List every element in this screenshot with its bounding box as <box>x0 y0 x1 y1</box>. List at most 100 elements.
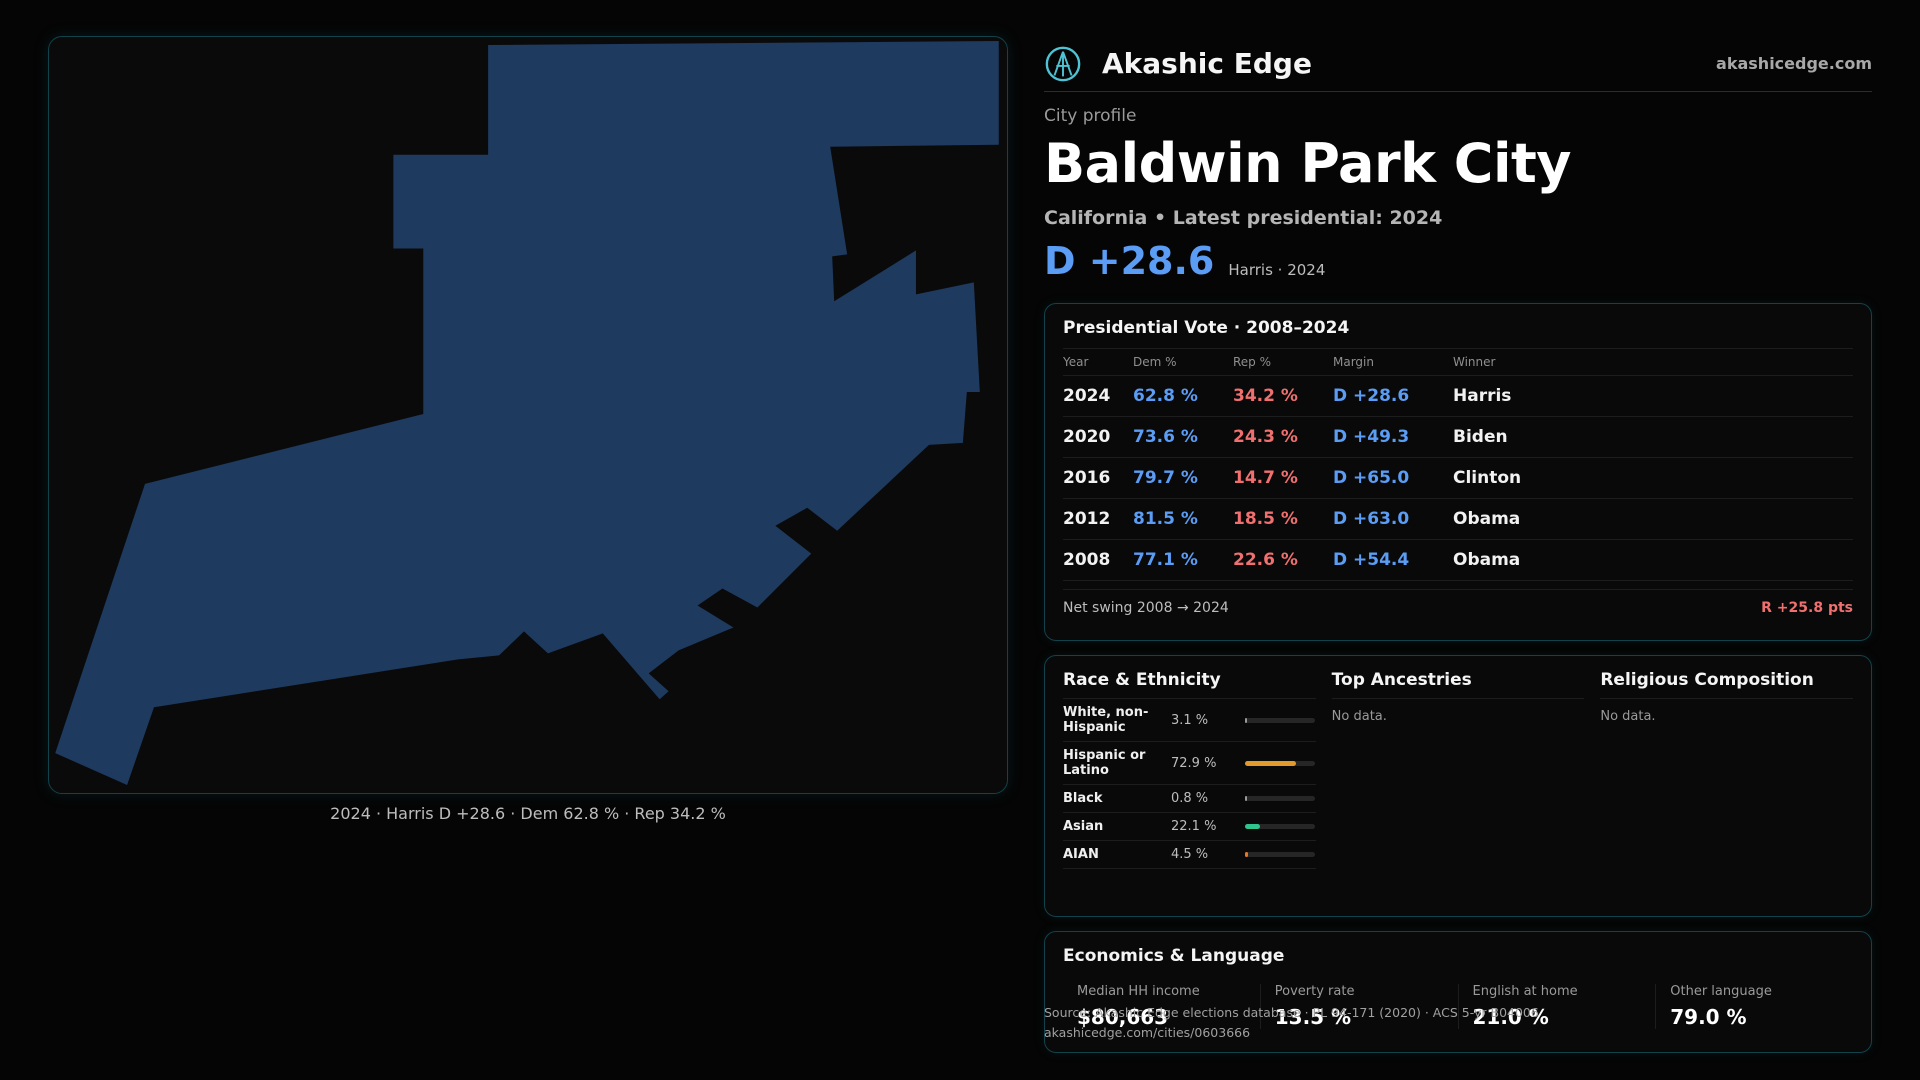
race-bar <box>1245 852 1315 857</box>
row-dem: 81.5 % <box>1133 498 1233 540</box>
row-dem: 62.8 % <box>1133 375 1233 417</box>
econ-label: Median HH income <box>1077 984 1200 999</box>
religion-section: Religious Composition No data. <box>1600 670 1854 902</box>
econ-label: Other language <box>1670 984 1772 999</box>
race-pct: 72.9 % <box>1171 755 1217 771</box>
page-title: Baldwin Park City <box>1044 132 1571 195</box>
net-swing-row: Net swing 2008 → 2024 R +25.8 pts <box>1063 589 1853 616</box>
row-year: 2016 <box>1063 457 1133 499</box>
race-pct: 0.8 % <box>1171 791 1209 806</box>
table-row: 2020 73.6 % 24.3 % D +49.3 Biden <box>1063 416 1853 458</box>
demographics-card: Race & Ethnicity White, non-Hispanic 3.1… <box>1044 655 1872 917</box>
race-bar <box>1245 760 1315 766</box>
col-dem: Dem % <box>1133 348 1233 376</box>
row-rep: 18.5 % <box>1233 498 1333 540</box>
econ-value: 21.0 % <box>1472 1005 1549 1029</box>
city-subline: California • Latest presidential: 2024 <box>1044 207 1443 229</box>
row-winner: Harris <box>1453 375 1853 417</box>
econ-label: Poverty rate <box>1274 984 1355 999</box>
swing-label: Net swing 2008 → 2024 <box>1063 600 1229 616</box>
row-year: 2008 <box>1063 539 1133 581</box>
source-line: Source: Akashic Edge elections database … <box>1044 1005 1539 1020</box>
vote-table-header: Year Dem % Rep % Margin Winner <box>1063 348 1853 376</box>
row-margin: D +54.4 <box>1333 539 1453 581</box>
econ-grid: Median HH income $80,663 Poverty rate 13… <box>1063 984 1853 1029</box>
vote-card-title: Presidential Vote · 2008–2024 <box>1063 318 1350 338</box>
religion-empty: No data. <box>1600 709 1656 724</box>
race-row: Hispanic or Latino 72.9 % <box>1063 742 1316 785</box>
row-rep: 34.2 % <box>1233 375 1333 417</box>
econ-cell-income: Median HH income $80,663 <box>1063 984 1260 1029</box>
ancestries-section: Top Ancestries No data. <box>1331 670 1585 902</box>
profile-column: Akashic Edge akashicedge.com City profil… <box>1044 36 1872 1053</box>
swing-value: R +25.8 pts <box>1761 600 1853 616</box>
row-winner: Obama <box>1453 498 1853 540</box>
race-label: Hispanic or Latino <box>1063 748 1146 778</box>
source-footer: Source: Akashic Edge elections database … <box>1044 1003 1539 1043</box>
table-row: 2016 79.7 % 14.7 % D +65.0 Clinton <box>1063 457 1853 499</box>
row-winner: Biden <box>1453 416 1853 458</box>
econ-label: English at home <box>1472 984 1578 999</box>
row-year: 2012 <box>1063 498 1133 540</box>
race-bar-fill <box>1245 852 1249 857</box>
econ-title: Economics & Language <box>1063 946 1285 966</box>
race-label: AIAN <box>1063 847 1099 862</box>
race-title: Race & Ethnicity <box>1063 670 1316 699</box>
map-caption: 2024 · Harris D +28.6 · Dem 62.8 % · Rep… <box>330 804 726 823</box>
table-row: 2024 62.8 % 34.2 % D +28.6 Harris <box>1063 375 1853 417</box>
race-row: AIAN 4.5 % <box>1063 841 1316 869</box>
margin-note: Harris · 2024 <box>1228 261 1326 279</box>
city-boundary-shape <box>55 40 999 786</box>
race-bar-fill <box>1245 760 1297 766</box>
row-margin: D +65.0 <box>1333 457 1453 499</box>
city-boundary-map <box>55 40 999 786</box>
race-row: Asian 22.1 % <box>1063 813 1316 841</box>
brand-header: Akashic Edge akashicedge.com <box>1044 36 1872 92</box>
race-pct: 4.5 % <box>1171 847 1209 862</box>
econ-value: 13.5 % <box>1274 1005 1352 1029</box>
race-row: Black 0.8 % <box>1063 785 1316 813</box>
econ-cell-poverty: Poverty rate 13.5 % <box>1259 984 1458 1029</box>
race-bar-fill <box>1245 717 1248 723</box>
headline-margin: D +28.6 Harris · 2024 <box>1044 239 1872 283</box>
table-row: 2008 77.1 % 22.6 % D +54.4 Obama <box>1063 539 1853 581</box>
row-rep: 22.6 % <box>1233 539 1333 581</box>
row-margin: D +49.3 <box>1333 416 1453 458</box>
row-winner: Clinton <box>1453 457 1853 499</box>
row-rep: 24.3 % <box>1233 416 1333 458</box>
col-margin: Margin <box>1333 348 1453 376</box>
econ-cell-english: English at home 21.0 % <box>1457 984 1656 1029</box>
race-bar <box>1245 824 1315 829</box>
row-winner: Obama <box>1453 539 1853 581</box>
col-year: Year <box>1063 348 1133 376</box>
akashic-logo-icon <box>1045 46 1081 81</box>
vote-table: Year Dem % Rep % Margin Winner 2024 62.8… <box>1063 348 1853 581</box>
economics-card: Economics & Language Median HH income $8… <box>1044 931 1872 1053</box>
row-year: 2020 <box>1063 416 1133 458</box>
brand-name: Akashic Edge <box>1102 47 1312 80</box>
race-bar <box>1245 796 1315 801</box>
row-dem: 73.6 % <box>1133 416 1233 458</box>
race-bar-fill <box>1245 824 1261 829</box>
city-map[interactable] <box>48 36 1008 794</box>
race-row: White, non-Hispanic 3.1 % <box>1063 699 1316 742</box>
religion-title: Religious Composition <box>1600 670 1854 699</box>
source-url-link[interactable]: akashicedge.com/cities/0603666 <box>1044 1025 1251 1040</box>
race-label: Asian <box>1063 819 1104 834</box>
col-winner: Winner <box>1453 348 1853 376</box>
row-year: 2024 <box>1063 375 1133 417</box>
margin-value: D +28.6 <box>1044 239 1215 283</box>
ancestries-empty: No data. <box>1331 709 1387 724</box>
race-label: Black <box>1063 791 1103 806</box>
race-ethnicity-section: Race & Ethnicity White, non-Hispanic 3.1… <box>1063 670 1316 902</box>
page-kicker: City profile <box>1044 106 1137 126</box>
table-row: 2012 81.5 % 18.5 % D +63.0 Obama <box>1063 498 1853 540</box>
brand-site-link[interactable]: akashicedge.com <box>1716 54 1872 73</box>
row-dem: 77.1 % <box>1133 539 1233 581</box>
race-label: White, non-Hispanic <box>1063 705 1149 735</box>
econ-value: $80,663 <box>1077 1005 1169 1029</box>
col-rep: Rep % <box>1233 348 1333 376</box>
econ-value: 79.0 % <box>1670 1005 1747 1029</box>
race-pct: 22.1 % <box>1171 819 1217 834</box>
row-margin: D +63.0 <box>1333 498 1453 540</box>
